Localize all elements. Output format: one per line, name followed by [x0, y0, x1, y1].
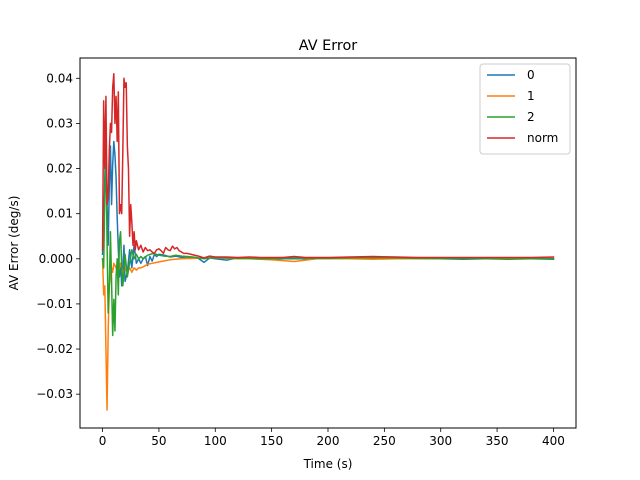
- x-tick-label: 100: [204, 434, 227, 448]
- legend-label-2: 2: [527, 110, 535, 124]
- axes-frame: [79, 57, 577, 429]
- x-tick-label: 50: [151, 434, 166, 448]
- y-axis-ticks: −0.03 −0.02 −0.01 0.000 0.01 0.02 0.03 0.04: [36, 71, 80, 401]
- x-tick-label: 300: [429, 434, 452, 448]
- series-line-1: [101, 257, 555, 411]
- x-tick-label: 200: [317, 434, 340, 448]
- y-tick-label: 0.04: [46, 71, 73, 85]
- y-tick-label: 0.000: [39, 252, 73, 266]
- x-tick-label: 400: [542, 434, 565, 448]
- x-tick-label: 150: [260, 434, 283, 448]
- legend-box: [479, 63, 571, 155]
- legend-label-0: 0: [527, 68, 535, 82]
- legend-label-1: 1: [527, 89, 535, 103]
- x-tick-label: 350: [486, 434, 509, 448]
- y-axis-label: AV Error (deg/s): [7, 196, 21, 291]
- y-tick-label: 0.03: [46, 116, 73, 130]
- chart-title: AV Error: [299, 38, 358, 54]
- y-tick-label: 0.02: [46, 162, 73, 176]
- y-tick-label: −0.02: [36, 342, 73, 356]
- x-axis-ticks: 0 50 100 150 200 250 300 350 400: [99, 428, 565, 448]
- x-tick-label: 0: [99, 434, 107, 448]
- series-line-norm: [101, 73, 555, 259]
- y-tick-label: 0.01: [46, 207, 73, 221]
- x-axis-label: Time (s): [303, 457, 353, 471]
- x-tick-label: 250: [373, 434, 396, 448]
- legend: 0 1 2 norm: [479, 63, 571, 155]
- plot-area: [101, 73, 555, 411]
- legend-label-norm: norm: [527, 131, 558, 145]
- y-tick-label: −0.01: [36, 297, 73, 311]
- y-tick-label: −0.03: [36, 387, 73, 401]
